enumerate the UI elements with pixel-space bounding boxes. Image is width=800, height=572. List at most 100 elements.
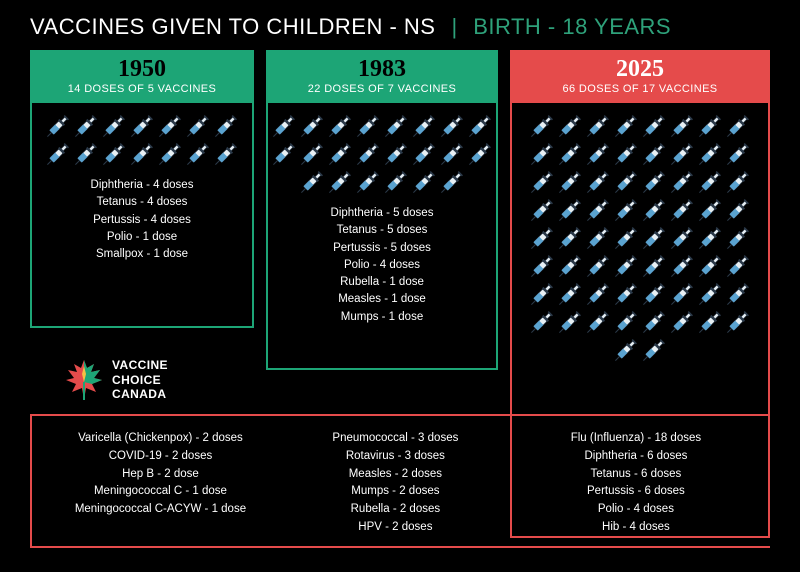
- logo-line2: CHOICE: [112, 373, 168, 387]
- syringe-icon: [382, 141, 410, 167]
- syringe-icon: [382, 113, 410, 139]
- syringe-icon: [72, 141, 100, 167]
- syringe-icon: [668, 197, 696, 223]
- syringe-icon: [696, 225, 724, 251]
- panel-2025-header: 2025 66 DOSES OF 17 VACCINES: [512, 52, 768, 103]
- syringe-icon: [640, 169, 668, 195]
- syringe-icon: [640, 141, 668, 167]
- syringe-icon: [584, 309, 612, 335]
- panel-2025-syringes: [522, 113, 758, 363]
- dose-line: Measles - 2 doses: [283, 466, 508, 484]
- dose-line: Polio - 4 doses: [518, 501, 754, 519]
- syringe-icon: [640, 309, 668, 335]
- syringe-icon: [612, 253, 640, 279]
- panel-1983-header: 1983 22 DOSES OF 7 VACCINES: [268, 52, 496, 103]
- bottom-col-1: Varicella (Chickenpox) - 2 dosesCOVID-19…: [48, 430, 273, 532]
- maple-leaf-icon: [64, 358, 104, 402]
- syringe-icon: [410, 141, 438, 167]
- syringe-icon: [156, 141, 184, 167]
- syringe-icon: [466, 113, 494, 139]
- syringe-icon: [612, 225, 640, 251]
- bottom-2025-doses: Varicella (Chickenpox) - 2 dosesCOVID-19…: [30, 414, 770, 548]
- syringe-icon: [212, 141, 240, 167]
- panel-1983-year: 1983: [276, 56, 488, 83]
- syringe-icon: [668, 225, 696, 251]
- syringe-icon: [612, 309, 640, 335]
- syringe-icon: [724, 141, 752, 167]
- syringe-icon: [326, 113, 354, 139]
- syringe-icon: [298, 141, 326, 167]
- dose-line: Smallpox - 1 dose: [42, 246, 242, 263]
- syringe-icon: [528, 141, 556, 167]
- syringe-icon: [44, 113, 72, 139]
- syringe-icon: [128, 113, 156, 139]
- dose-line: Rubella - 2 doses: [283, 501, 508, 519]
- syringe-icon: [724, 281, 752, 307]
- syringe-icon: [298, 113, 326, 139]
- syringe-icon: [326, 141, 354, 167]
- syringe-icon: [100, 141, 128, 167]
- logo-line3: CANADA: [112, 387, 168, 401]
- syringe-icon: [668, 113, 696, 139]
- syringe-icon: [354, 141, 382, 167]
- dose-line: Rotavirus - 3 doses: [283, 448, 508, 466]
- syringe-icon: [724, 253, 752, 279]
- syringe-icon: [184, 141, 212, 167]
- syringe-icon: [298, 169, 326, 195]
- syringe-icon: [212, 113, 240, 139]
- syringe-icon: [612, 141, 640, 167]
- syringe-icon: [354, 169, 382, 195]
- syringe-icon: [584, 113, 612, 139]
- panel-1950-header: 1950 14 DOSES OF 5 VACCINES: [32, 52, 252, 103]
- syringe-icon: [640, 253, 668, 279]
- syringe-icon: [640, 113, 668, 139]
- dose-line: Mumps - 1 dose: [278, 309, 486, 326]
- syringe-icon: [668, 141, 696, 167]
- panel-1983-doses: Diphtheria - 5 dosesTetanus - 5 dosesPer…: [278, 205, 486, 326]
- dose-line: Diphtheria - 6 doses: [518, 448, 754, 466]
- syringe-icon: [584, 281, 612, 307]
- syringe-icon: [668, 253, 696, 279]
- syringe-icon: [556, 197, 584, 223]
- syringe-icon: [640, 197, 668, 223]
- dose-line: Hib - 4 doses: [518, 519, 754, 537]
- dose-line: Polio - 4 doses: [278, 257, 486, 274]
- syringe-icon: [584, 197, 612, 223]
- dose-line: Rubella - 1 dose: [278, 274, 486, 291]
- syringe-icon: [528, 225, 556, 251]
- syringe-icon: [100, 113, 128, 139]
- syringe-icon: [584, 225, 612, 251]
- dose-line: Meningococcal C-ACYW - 1 dose: [48, 501, 273, 519]
- dose-line: Polio - 1 dose: [42, 229, 242, 246]
- dose-line: COVID-19 - 2 doses: [48, 448, 273, 466]
- panel-1950-doses: Diphtheria - 4 dosesTetanus - 4 dosesPer…: [42, 177, 242, 263]
- syringe-icon: [382, 169, 410, 195]
- dose-line: Hep B - 2 dose: [48, 466, 273, 484]
- dose-line: Mumps - 2 doses: [283, 483, 508, 501]
- syringe-icon: [696, 169, 724, 195]
- dose-line: Measles - 1 dose: [278, 291, 486, 308]
- syringe-icon: [128, 141, 156, 167]
- dose-line: Pertussis - 4 doses: [42, 212, 242, 229]
- syringe-icon: [184, 113, 212, 139]
- syringe-icon: [156, 113, 184, 139]
- header: VACCINES GIVEN TO CHILDREN - NS | BIRTH …: [0, 0, 800, 50]
- syringe-icon: [724, 197, 752, 223]
- syringe-icon: [696, 281, 724, 307]
- syringe-icon: [270, 113, 298, 139]
- syringe-icon: [466, 141, 494, 167]
- syringe-icon: [528, 281, 556, 307]
- syringe-icon: [612, 169, 640, 195]
- dose-line: Tetanus - 6 doses: [518, 466, 754, 484]
- syringe-icon: [528, 253, 556, 279]
- header-divider: |: [451, 14, 457, 40]
- panel-1950: 1950 14 DOSES OF 5 VACCINES Diphtheria -…: [30, 50, 254, 328]
- syringe-icon: [556, 141, 584, 167]
- syringe-icon: [438, 169, 466, 195]
- dose-line: Varicella (Chickenpox) - 2 doses: [48, 430, 273, 448]
- panel-2025-year: 2025: [520, 56, 760, 83]
- dose-line: Tetanus - 4 doses: [42, 194, 242, 211]
- dose-line: Meningococcal C - 1 dose: [48, 483, 273, 501]
- syringe-icon: [528, 169, 556, 195]
- syringe-icon: [528, 197, 556, 223]
